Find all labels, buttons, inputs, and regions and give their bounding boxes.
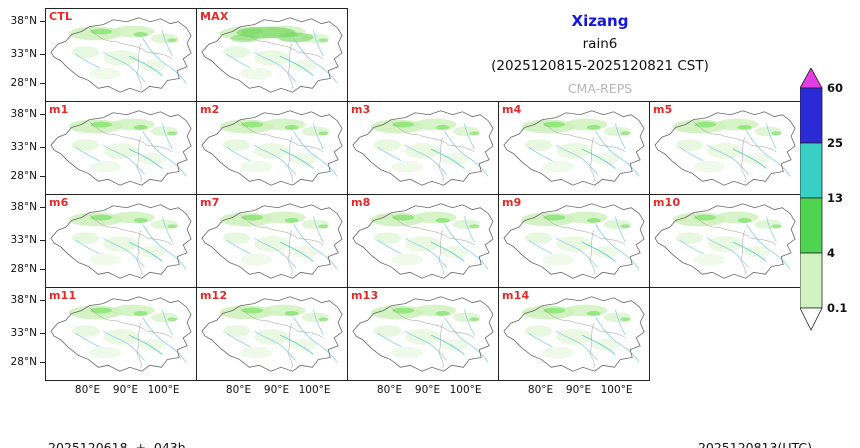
y-tick: [40, 333, 45, 334]
colorbar-label: 0.1: [827, 301, 847, 315]
colorbar-label: 60: [827, 81, 843, 95]
x-axis-group-3: 80°E 90°E 100°E: [347, 384, 499, 398]
colorbar-seg-25-60: [800, 87, 823, 144]
panel-label: m4: [502, 103, 522, 116]
map-panel-max: MAX: [196, 8, 348, 102]
map-panel-m1: m1: [45, 101, 197, 195]
y-axis-row-2: 38°N 33°N 28°N: [0, 101, 45, 195]
y-axis-label: 28°N: [10, 263, 37, 275]
x-axis-label: 80°E: [225, 384, 252, 396]
map-panel-m10: m10: [649, 194, 801, 288]
panel-label: m7: [200, 196, 220, 209]
y-tick: [40, 83, 45, 84]
y-axis-label: 33°N: [10, 48, 37, 60]
panel-label: m10: [653, 196, 681, 209]
x-axis-label: 80°E: [527, 384, 554, 396]
y-tick: [40, 300, 45, 301]
x-axis-group-1: 80°E 90°E 100°E: [45, 384, 197, 398]
x-axis-group-4: 80°E 90°E 100°E: [498, 384, 650, 398]
x-axis-label: 90°E: [263, 384, 290, 396]
map-panel-m13: m13: [347, 287, 499, 381]
x-axis-label: 90°E: [565, 384, 592, 396]
panel-label: m12: [200, 289, 228, 302]
y-tick: [40, 362, 45, 363]
y-tick: [40, 54, 45, 55]
map-panel-m3: m3: [347, 101, 499, 195]
panel-label: CTL: [49, 10, 73, 23]
y-tick: [40, 269, 45, 270]
colorbar-arrow-above: [800, 68, 823, 89]
colorbar-seg-4-13: [800, 197, 823, 254]
panel-label: m5: [653, 103, 673, 116]
y-axis-label: 28°N: [10, 356, 37, 368]
x-axis-label: 100°E: [298, 384, 331, 396]
y-axis-label: 33°N: [10, 141, 37, 153]
figure-title: Xizang rain6 (2025120815-2025120821 CST)…: [400, 12, 800, 96]
panel-label: m1: [49, 103, 69, 116]
colorbar-seg-13-25: [800, 142, 823, 199]
x-axis-label: 100°E: [600, 384, 633, 396]
colorbar: 60 25 13 4 0.1: [800, 68, 847, 331]
panel-label: m8: [351, 196, 371, 209]
x-axis-label: 80°E: [376, 384, 403, 396]
y-axis-row-4: 38°N 33°N 28°N: [0, 287, 45, 381]
x-axis-label: 90°E: [112, 384, 139, 396]
panel-label: m13: [351, 289, 379, 302]
map-panel-m9: m9: [498, 194, 650, 288]
colorbar-seg-0.1-4: [800, 252, 823, 309]
panel-label: m11: [49, 289, 77, 302]
map-panel-m5: m5: [649, 101, 801, 195]
map-panel-ctl: CTL: [45, 8, 197, 102]
x-axis-label: 100°E: [449, 384, 482, 396]
colorbar-label: 13: [827, 191, 843, 205]
y-axis-row-1: 38°N 33°N 28°N: [0, 8, 45, 102]
y-axis-label: 33°N: [10, 327, 37, 339]
map-panel-m6: m6: [45, 194, 197, 288]
x-axis-label: 100°E: [147, 384, 180, 396]
title-model: CMA-REPS: [567, 81, 633, 96]
panel-label: m14: [502, 289, 530, 302]
y-axis-row-3: 38°N 33°N 28°N: [0, 194, 45, 288]
y-axis-label: 38°N: [10, 15, 37, 27]
valid-time-utc: 2025120813(UTC): [697, 440, 812, 448]
x-axis-group-2: 80°E 90°E 100°E: [196, 384, 348, 398]
map-panel-m11: m11: [45, 287, 197, 381]
y-tick: [40, 147, 45, 148]
colorbar-label: 4: [827, 246, 835, 260]
y-axis-label: 38°N: [10, 201, 37, 213]
panel-label: m6: [49, 196, 69, 209]
y-tick: [40, 240, 45, 241]
panel-label: m3: [351, 103, 371, 116]
y-tick: [40, 21, 45, 22]
map-panel-m14: m14: [498, 287, 650, 381]
map-panel-m12: m12: [196, 287, 348, 381]
panel-label: MAX: [200, 10, 229, 23]
y-axis-label: 28°N: [10, 77, 37, 89]
title-period: (2025120815-2025120821 CST): [491, 58, 709, 74]
map-panel-m7: m7: [196, 194, 348, 288]
y-axis-label: 28°N: [10, 170, 37, 182]
map-panel-m8: m8: [347, 194, 499, 288]
x-axis-label: 90°E: [414, 384, 441, 396]
title-region: Xizang: [571, 12, 629, 30]
init-time-line1: 2025120618 + 043h: [48, 440, 186, 448]
colorbar-arrow-below: [800, 307, 823, 331]
y-axis-label: 38°N: [10, 294, 37, 306]
y-axis-label: 38°N: [10, 108, 37, 120]
title-variable: rain6: [582, 36, 618, 52]
y-axis-label: 33°N: [10, 234, 37, 246]
y-tick: [40, 176, 45, 177]
x-axis-label: 80°E: [74, 384, 101, 396]
panel-label: m9: [502, 196, 522, 209]
map-panel-m2: m2: [196, 101, 348, 195]
map-panel-m4: m4: [498, 101, 650, 195]
panel-label: m2: [200, 103, 220, 116]
y-tick: [40, 207, 45, 208]
y-tick: [40, 114, 45, 115]
colorbar-label: 25: [827, 136, 843, 150]
valid-times: 2025120813(UTC) 2025120821(CST): [698, 407, 812, 448]
init-times: 2025120618 + 043h 2025120702 + 043h: [48, 407, 186, 448]
